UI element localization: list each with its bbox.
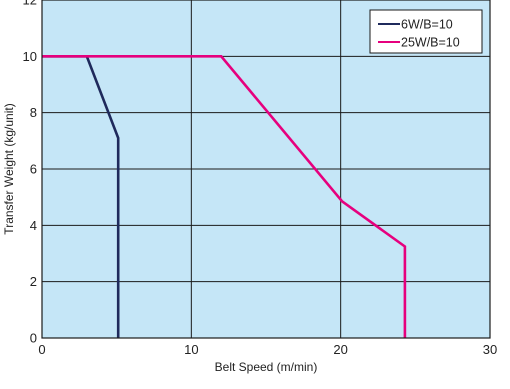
x-tick-labels: 0 10 20 30: [38, 342, 497, 357]
y-tick-label: 4: [30, 218, 37, 233]
y-tick-label: 0: [30, 331, 37, 346]
legend: 6W/B=10 25W/B=10: [369, 9, 483, 54]
series-line: [42, 54, 407, 338]
y-axis-label: Transfer Weight (kg/unit): [2, 103, 16, 234]
legend-label: 25W/B=10: [401, 36, 460, 50]
y-tick-label: 8: [30, 105, 37, 120]
y-tick-label: 6: [30, 162, 37, 177]
x-tick-label: 20: [333, 342, 347, 357]
x-axis-label: Belt Speed (m/min): [215, 360, 318, 374]
series-lines: [42, 54, 407, 338]
x-tick-label: 10: [184, 342, 198, 357]
y-tick-label: 2: [30, 274, 37, 289]
x-tick-label: 0: [38, 342, 45, 357]
x-tick-label: 30: [483, 342, 497, 357]
y-tick-label: 10: [23, 49, 37, 64]
legend-label: 6W/B=10: [401, 18, 453, 32]
y-tick-label: 12: [23, 0, 37, 8]
y-tick-labels: 0 2 4 6 8 10 12: [23, 0, 37, 346]
legend-box: [369, 9, 483, 54]
plot-frame: [41, 0, 491, 339]
